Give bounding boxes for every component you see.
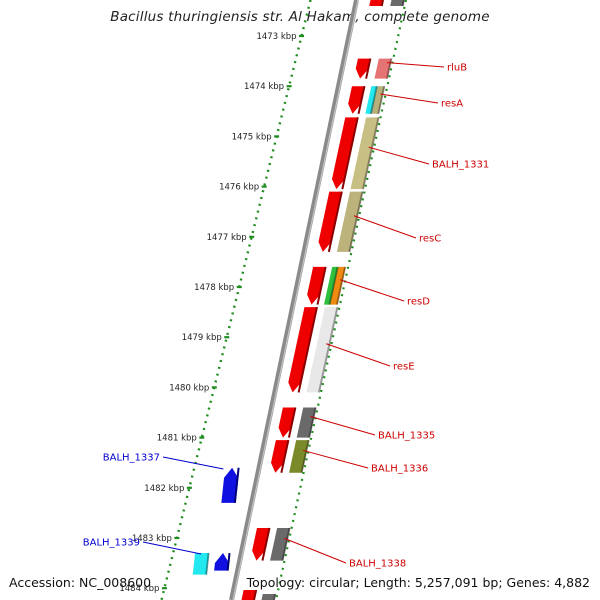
- gene-balh-1336-feature-bar[interactable]: [289, 440, 310, 473]
- gene-balh-1335-arrow[interactable]: [278, 407, 296, 438]
- tick-label: 1477 kbp: [207, 233, 247, 243]
- gene-balh-1339-label[interactable]: BALH_1339: [83, 538, 140, 549]
- gene-balh-1337-label[interactable]: BALH_1337: [103, 453, 160, 464]
- gene-fragment-bottom-arrow[interactable]: [241, 590, 257, 600]
- gene-balh-1335-leader-line: [310, 416, 376, 436]
- gene-resd-arrow[interactable]: [307, 266, 327, 305]
- genome-backbone-highlight: [232, 0, 359, 600]
- gene-balh-1338-feature-bar[interactable]: [270, 527, 291, 561]
- gene-balh-1339-arrow-shade: [226, 552, 231, 571]
- gene-resa-feature-accent[interactable]: [365, 86, 378, 114]
- gene-resa-arrow-shade: [357, 85, 366, 115]
- tick-label: 1473 kbp: [256, 32, 296, 42]
- gene-resa-arrow[interactable]: [348, 86, 365, 114]
- gene-balh-1337-arrow[interactable]: [221, 467, 239, 503]
- gene-fragment-bottom-bar[interactable]: [261, 594, 276, 600]
- gene-balh-1338-arrow[interactable]: [252, 527, 270, 561]
- gene-balh-1336-feature-bar-shade: [300, 439, 310, 473]
- gene-resc-feature-bar-shade: [348, 191, 364, 253]
- gene-balh-1339-feature-bar[interactable]: [192, 553, 210, 575]
- gene-balh-1336-arrow-shade: [280, 439, 290, 473]
- gene-balh-1336-leader-line: [302, 449, 369, 469]
- gene-balh-1337-leader-line: [162, 456, 224, 470]
- gene-fragment-top-arrow-shade: [380, 0, 384, 7]
- gene-balh-1338-arrow-shade: [261, 527, 271, 561]
- gene-fragment-top-bar[interactable]: [390, 0, 405, 6]
- gene-rese-arrow[interactable]: [288, 307, 318, 393]
- gene-rese-feature-bar-shade: [317, 306, 339, 393]
- tick-label: 1482 kbp: [144, 484, 184, 494]
- gene-rese-feature-bar[interactable]: [306, 307, 338, 393]
- tick-label: 1483 kbp: [132, 534, 172, 544]
- gene-balh-1338-leader-line: [283, 537, 347, 564]
- tick-label: 1479 kbp: [182, 333, 222, 343]
- gene-balh-1337-arrow-shade: [233, 467, 240, 503]
- gene-rlub-leader-line: [387, 62, 445, 68]
- gene-balh-1336-label[interactable]: BALH_1336: [371, 464, 428, 475]
- tick-label: 1475 kbp: [232, 132, 272, 142]
- gene-fragment-top-arrow[interactable]: [369, 0, 384, 6]
- gene-resd-feature-accent[interactable]: [324, 266, 339, 305]
- gene-fragment-bottom-arrow-shade: [253, 589, 258, 600]
- tick-label: 1478 kbp: [194, 283, 234, 293]
- tick-label: 1476 kbp: [219, 183, 259, 193]
- gene-resa-feature-accent-shade: [369, 85, 378, 115]
- gene-resc-feature-bar[interactable]: [336, 191, 363, 252]
- tick-label: 1480 kbp: [169, 383, 209, 393]
- gene-balh-1338-label[interactable]: BALH_1338: [349, 559, 406, 570]
- gene-balh-1331-label[interactable]: BALH_1331: [432, 160, 489, 171]
- gene-rlub-label[interactable]: rluB: [447, 63, 467, 74]
- gene-balh-1336-arrow[interactable]: [271, 440, 289, 473]
- map-title: Bacillus thuringiensis str. Al Hakam, co…: [110, 9, 490, 25]
- gene-balh-1331-arrow[interactable]: [331, 117, 359, 190]
- gene-fragment-top-bar-shade: [401, 0, 405, 7]
- gene-resa-label[interactable]: resA: [441, 99, 463, 110]
- gene-resc-leader-line: [353, 215, 417, 239]
- gene-rlub-arrow[interactable]: [355, 58, 371, 79]
- gene-resd-leader-line: [339, 279, 405, 302]
- gene-rlub-feature-bar-shade: [385, 58, 393, 79]
- gene-resc-label[interactable]: resC: [419, 234, 441, 245]
- feature-lane-dotted-line: [274, 0, 408, 600]
- genome-backbone-line: [229, 0, 359, 600]
- genome-stats-text: Topology: circular; Length: 5,257,091 bp…: [246, 575, 590, 590]
- gene-rese-arrow-shade: [297, 306, 318, 393]
- gene-balh-1335-feature-bar[interactable]: [296, 407, 317, 438]
- gene-resc-arrow-shade: [327, 191, 343, 253]
- gene-resd-label[interactable]: resD: [407, 297, 430, 308]
- tick-label: 1481 kbp: [157, 434, 197, 444]
- gene-resd-arrow-shade: [316, 266, 327, 305]
- gene-rlub-arrow-shade: [365, 58, 372, 79]
- gene-balh-1335-arrow-shade: [287, 407, 297, 438]
- gene-balh-1331-feature-bar-shade: [362, 117, 380, 190]
- gene-balh-1331-leader-line: [368, 146, 430, 165]
- gene-balh-1338-feature-bar-shade: [281, 527, 291, 561]
- gene-fragment-bottom-bar-shade: [273, 593, 277, 600]
- gene-rlub-feature-bar[interactable]: [374, 58, 392, 79]
- gene-balh-1331-feature-bar[interactable]: [350, 117, 380, 190]
- gene-resd-feature-accent-shade: [328, 266, 339, 305]
- tick-label: 1474 kbp: [244, 82, 284, 92]
- gene-resc-arrow[interactable]: [318, 191, 343, 252]
- tick-label: 1484 kbp: [119, 584, 159, 594]
- gene-resa-leader-line: [380, 93, 439, 104]
- gene-rese-leader-line: [326, 343, 391, 367]
- gene-balh-1331-arrow-shade: [341, 117, 359, 190]
- gene-rese-label[interactable]: resE: [393, 362, 415, 373]
- gene-balh-1335-feature-bar-shade: [308, 407, 317, 438]
- gene-balh-1339-leader-line: [142, 541, 202, 555]
- gene-balh-1335-label[interactable]: BALH_1335: [378, 431, 435, 442]
- gene-resa-feature-bar-shade: [377, 85, 386, 115]
- gene-balh-1339-arrow[interactable]: [214, 553, 229, 571]
- scale-dotted-line: [160, 0, 312, 600]
- accession-text: Accession: NC_008600: [9, 575, 152, 590]
- gene-balh-1339-feature-bar-shade: [205, 552, 210, 575]
- gene-resd-feature-bar-shade: [336, 266, 347, 305]
